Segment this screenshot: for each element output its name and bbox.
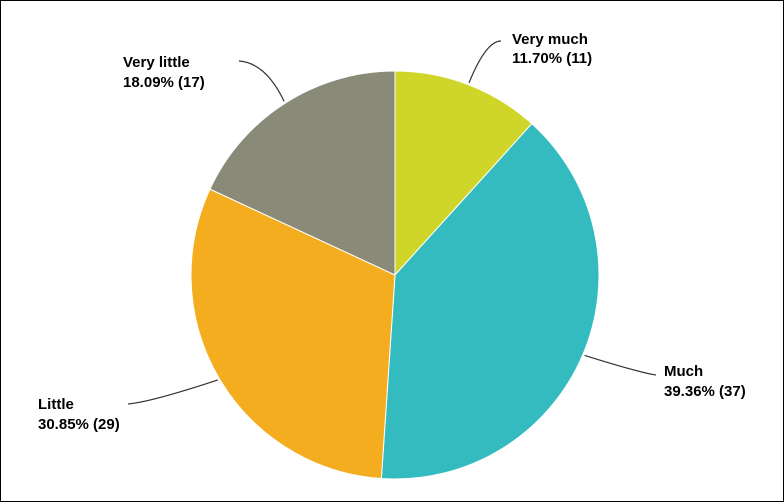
leader-line-much	[584, 354, 657, 376]
slice-label-much: Much 39.36% (37)	[664, 363, 746, 400]
slice-label-little-value: 30.85% (29)	[38, 416, 120, 433]
leader-lines	[127, 40, 657, 405]
leader-line-very-much	[468, 40, 502, 83]
slice-label-little: Little 30.85% (29)	[38, 396, 120, 433]
pie-slices	[190, 70, 600, 480]
slice-label-very-little: Very little 18.09% (17)	[123, 54, 205, 91]
slice-label-very-little-name: Very little	[123, 54, 190, 71]
pie-slice-very-much	[394, 70, 533, 277]
slice-label-much-value: 39.36% (37)	[664, 383, 746, 400]
slice-label-much-name: Much	[664, 363, 703, 380]
slice-label-very-much: Very much 11.70% (11)	[512, 31, 592, 67]
slice-label-very-little-value: 18.09% (17)	[123, 74, 205, 91]
leader-line-little	[127, 379, 218, 405]
pie-slice-little	[190, 188, 396, 480]
slice-label-very-much-value: 11.70% (11)	[512, 50, 592, 67]
leader-line-very-little	[238, 60, 285, 102]
slice-label-little-name: Little	[38, 396, 74, 413]
pie-slice-very-little	[209, 70, 396, 276]
slice-label-very-much-name: Very much	[512, 31, 588, 48]
pie-slice-much	[380, 122, 600, 480]
